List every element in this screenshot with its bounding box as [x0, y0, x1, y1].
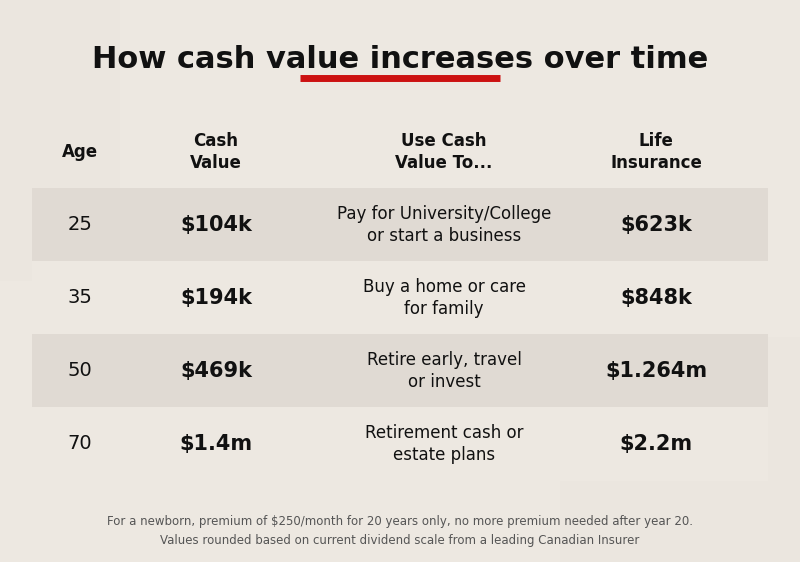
Bar: [32, 188, 768, 261]
Bar: [32, 407, 768, 481]
Text: Pay for University/College
or start a business: Pay for University/College or start a bu…: [337, 205, 551, 245]
Text: $469k: $469k: [180, 361, 252, 381]
Text: 70: 70: [68, 434, 92, 454]
Text: Retire early, travel
or invest: Retire early, travel or invest: [366, 351, 522, 391]
Text: Age: Age: [62, 143, 98, 161]
Text: $194k: $194k: [180, 288, 252, 308]
Bar: [32, 261, 768, 334]
Text: 50: 50: [68, 361, 92, 380]
Text: How cash value increases over time: How cash value increases over time: [92, 44, 708, 74]
Text: Life
Insurance: Life Insurance: [610, 132, 702, 172]
Bar: [32, 334, 768, 407]
Text: $623k: $623k: [620, 215, 692, 235]
Text: $2.2m: $2.2m: [619, 434, 693, 454]
Text: Buy a home or care
for family: Buy a home or care for family: [362, 278, 526, 318]
Text: Use Cash
Value To...: Use Cash Value To...: [395, 132, 493, 172]
Bar: [560, 337, 800, 562]
Text: $1.264m: $1.264m: [605, 361, 707, 381]
Bar: [0, 0, 120, 281]
Text: Cash
Value: Cash Value: [190, 132, 242, 172]
Text: $1.4m: $1.4m: [179, 434, 253, 454]
Text: For a newborn, premium of $250/month for 20 years only, no more premium needed a: For a newborn, premium of $250/month for…: [107, 515, 693, 547]
Text: 35: 35: [67, 288, 93, 307]
Text: Retirement cash or
estate plans: Retirement cash or estate plans: [365, 424, 523, 464]
Text: $104k: $104k: [180, 215, 252, 235]
Text: 25: 25: [67, 215, 93, 234]
Text: $848k: $848k: [620, 288, 692, 308]
